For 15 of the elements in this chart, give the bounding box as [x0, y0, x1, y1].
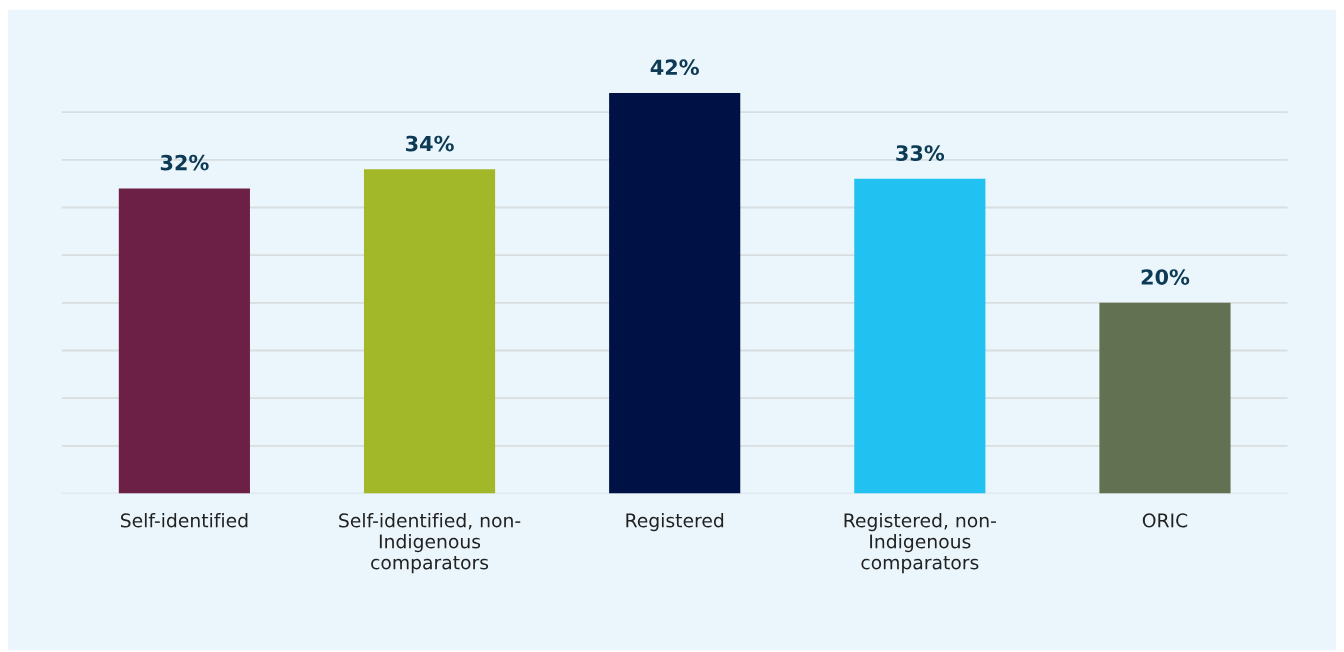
x-tick-label: ORIC: [1142, 513, 1188, 528]
x-tick-label: Self-identified: [120, 513, 248, 528]
x-tick-label: Self-identified, non-Indigenous comparators: [339, 513, 521, 574]
data-label: 33%: [896, 145, 945, 161]
x-tick-label: Registered: [626, 513, 724, 532]
bar: [363, 169, 496, 494]
data-label: 42%: [650, 59, 699, 76]
x-tick-label: Registered, non-Indigenous comparators: [844, 513, 996, 574]
data-label: 20%: [1141, 269, 1190, 285]
data-label: 32%: [160, 154, 209, 171]
bar: [609, 93, 741, 494]
data-label: 34%: [406, 135, 454, 152]
bar: [118, 188, 250, 494]
bar: [1099, 302, 1231, 494]
bar: [854, 178, 986, 494]
